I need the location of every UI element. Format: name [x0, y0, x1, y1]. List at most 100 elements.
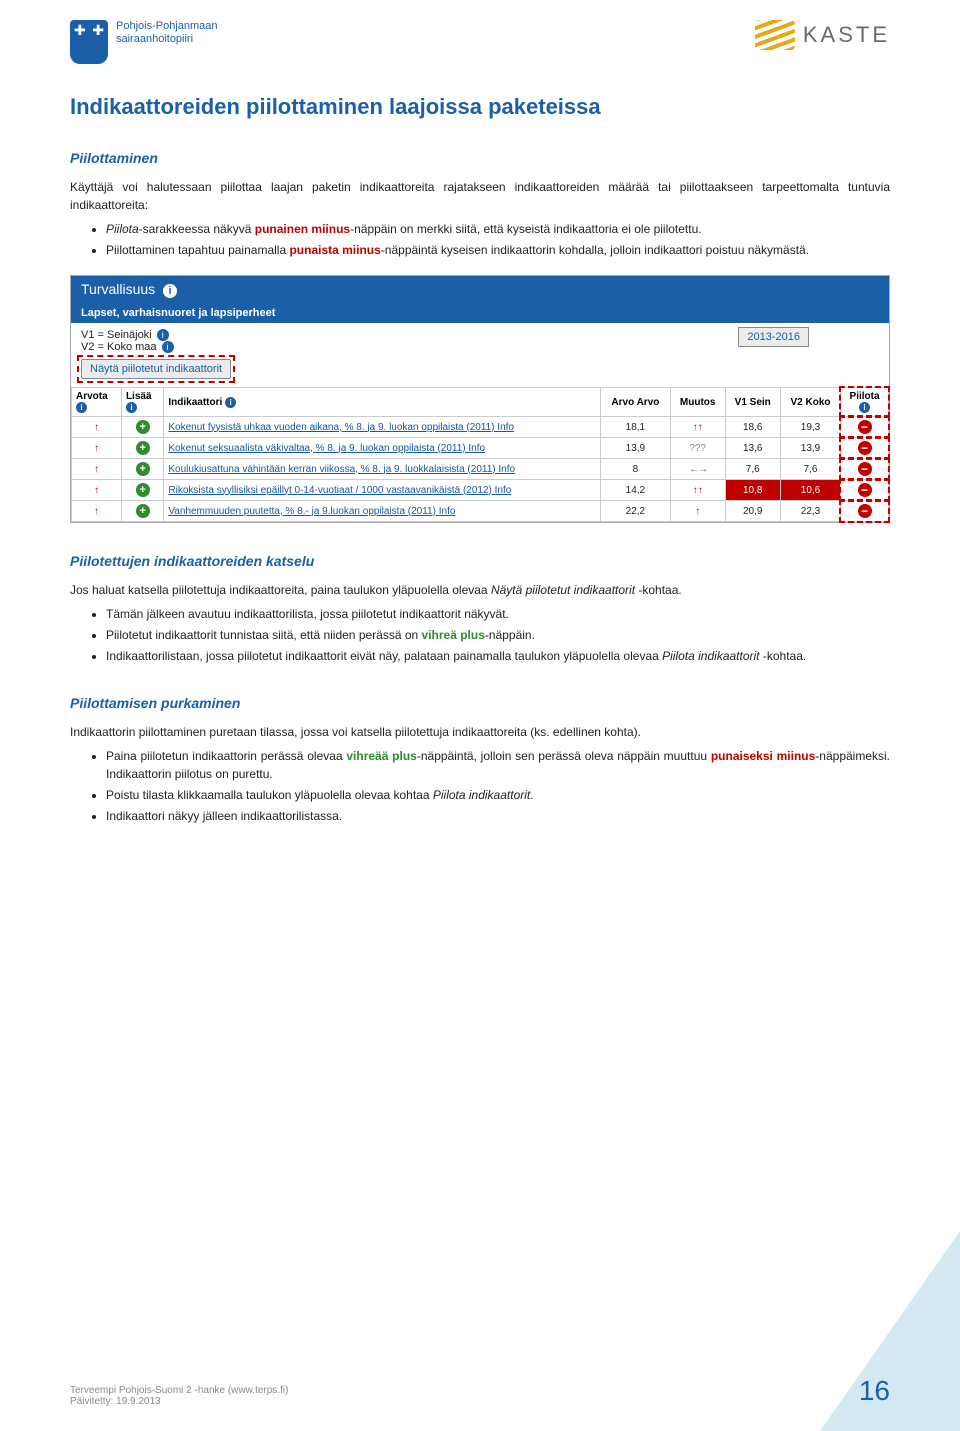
cell-arvo: 18,1	[600, 417, 670, 438]
cell-arvo: 22,2	[600, 501, 670, 522]
text: Jos haluat katsella piilotettuja indikaa…	[70, 583, 491, 597]
cell-piilota: −	[841, 459, 889, 480]
minus-icon[interactable]: −	[858, 420, 872, 434]
info-icon[interactable]: i	[163, 284, 177, 298]
logo-right: KASTE	[755, 20, 890, 50]
info-icon[interactable]: i	[225, 397, 236, 408]
cell-v1: 18,6	[725, 417, 780, 438]
col-muutos: Muutos	[670, 388, 725, 417]
list-item: Piilotetut indikaattorit tunnistaa siitä…	[106, 626, 890, 644]
cell-arvo: 14,2	[600, 480, 670, 501]
page-footer: Terveempi Pohjois-Suomi 2 -hanke (www.te…	[70, 1375, 890, 1407]
wave-icon	[755, 20, 795, 50]
section2-heading: Piilotettujen indikaattoreiden katselu	[70, 553, 890, 569]
text: vihreä plus	[422, 628, 485, 642]
shot-buttonrow: Näytä piilotetut indikaattorit	[71, 353, 889, 387]
plus-icon[interactable]: +	[136, 462, 150, 476]
arrow-up-icon[interactable]: ↑	[94, 422, 99, 433]
indicator-link[interactable]: Rikoksista syyllisiksi epäillyt 0-14-vuo…	[168, 485, 511, 496]
list-item: Indikaattorilistaan, jossa piilotetut in…	[106, 647, 890, 665]
plus-icon[interactable]: +	[136, 483, 150, 497]
cell-v2: 19,3	[780, 417, 840, 438]
arrow-up-icon[interactable]: ↑	[94, 443, 99, 454]
text: Näytä piilotetut indikaattorit	[491, 583, 635, 597]
footer-line2: Päivitetty: 19.9.2013	[70, 1396, 288, 1407]
cell-muutos: ↑	[670, 501, 725, 522]
minus-icon[interactable]: −	[858, 441, 872, 455]
cell-muutos: ← →	[670, 459, 725, 480]
cell-v1: 7,6	[725, 459, 780, 480]
cell-arvota: ↑	[72, 417, 122, 438]
org-line1: Pohjois-Pohjanmaan	[116, 20, 218, 33]
table-row: ↑ + Vanhemmuuden puutetta, % 8.- ja 9.luok…	[72, 501, 889, 522]
text: punaista miinus	[289, 243, 380, 257]
page-header: Pohjois-Pohjanmaan sairaanhoitopiiri KAS…	[70, 20, 890, 64]
cell-v2: 22,3	[780, 501, 840, 522]
col-v1: V1 Sein	[725, 388, 780, 417]
cell-v2: 10,6	[780, 480, 840, 501]
table-row: ↑ + Kokenut fyysistä uhkaa vuoden aikana, …	[72, 417, 889, 438]
section1-list: Piilota-sarakkeessa näkyvä punainen miin…	[70, 220, 890, 259]
cell-muutos: ↑↑	[670, 480, 725, 501]
org-line2: sairaanhoitopiiri	[116, 33, 218, 46]
shot-meta: V1 = Seinäjoki i V2 = Koko maa i 2013-20…	[71, 323, 889, 353]
text: Piilota	[106, 222, 139, 236]
cell-lisaa: +	[121, 480, 163, 501]
text: punaiseksi miinus	[711, 749, 815, 763]
cell-v1: 13,6	[725, 438, 780, 459]
info-icon[interactable]: i	[76, 402, 87, 413]
cell-arvota: ↑	[72, 501, 122, 522]
section3-intro: Indikaattorin piilottaminen puretaan til…	[70, 723, 890, 741]
col-indikaattori: Indikaattori i	[164, 388, 601, 417]
legend-v1: V1 = Seinäjoki	[81, 329, 152, 341]
text: .	[530, 788, 533, 802]
year-selector[interactable]: 2013-2016	[738, 327, 809, 347]
cell-piilota: −	[841, 480, 889, 501]
table-row: ↑ + Rikoksista syyllisiksi epäillyt 0-14-v…	[72, 480, 889, 501]
list-item: Piilota-sarakkeessa näkyvä punainen miin…	[106, 220, 890, 238]
col-arvo: Arvo Arvo	[600, 388, 670, 417]
arrow-up-icon[interactable]: ↑	[94, 464, 99, 475]
indicator-link[interactable]: Kokenut fyysistä uhkaa vuoden aikana, % …	[168, 422, 514, 433]
section2-intro: Jos haluat katsella piilotettuja indikaa…	[70, 581, 890, 599]
logo-right-text: KASTE	[803, 22, 890, 48]
shot-title: Turvallisuus	[81, 281, 155, 297]
shot-toolbar: Lapset, varhaisnuoret ja lapsiperheet	[71, 303, 889, 323]
plus-icon[interactable]: +	[136, 441, 150, 455]
col-v2: V2 Koko	[780, 388, 840, 417]
info-icon[interactable]: i	[157, 329, 169, 341]
cell-indikaattori: Kokenut seksuaalista väkivaltaa, % 8. ja…	[164, 438, 601, 459]
minus-icon[interactable]: −	[858, 483, 872, 497]
cell-v2: 7,6	[780, 459, 840, 480]
cell-piilota: −	[841, 501, 889, 522]
info-icon[interactable]: i	[162, 341, 174, 353]
indicator-link[interactable]: Kokenut seksuaalista väkivaltaa, % 8. ja…	[168, 443, 485, 454]
section3-heading: Piilottamisen purkaminen	[70, 695, 890, 711]
list-item: Paina piilotetun indikaattorin perässä o…	[106, 747, 890, 783]
page-number: 16	[859, 1375, 890, 1407]
text: -kohtaa.	[760, 649, 807, 663]
text: -kohtaa.	[635, 583, 682, 597]
logo-left-text: Pohjois-Pohjanmaan sairaanhoitopiiri	[116, 20, 218, 46]
text: -näppäintä, jolloin sen perässä oleva nä…	[417, 749, 711, 763]
minus-icon[interactable]: −	[858, 504, 872, 518]
legend-v2: V2 = Koko maa	[81, 341, 157, 353]
logo-left: Pohjois-Pohjanmaan sairaanhoitopiiri	[70, 20, 218, 64]
list-item: Indikaattori näkyy jälleen indikaattoril…	[106, 807, 890, 825]
text: punainen miinus	[255, 222, 350, 236]
text: vihreää plus	[346, 749, 416, 763]
info-icon[interactable]: i	[859, 402, 870, 413]
indicator-link[interactable]: Vanhemmuuden puutetta, % 8.- ja 9.luokan…	[168, 506, 455, 517]
cell-indikaattori: Rikoksista syyllisiksi epäillyt 0-14-vuo…	[164, 480, 601, 501]
show-hidden-button[interactable]: Näytä piilotetut indikaattorit	[81, 359, 231, 379]
plus-icon[interactable]: +	[136, 420, 150, 434]
arrow-up-icon[interactable]: ↑	[94, 506, 99, 517]
cell-lisaa: +	[121, 417, 163, 438]
minus-icon[interactable]: −	[858, 462, 872, 476]
indicator-link[interactable]: Koulukiusattuna vähintään kerran viikoss…	[168, 464, 515, 475]
plus-icon[interactable]: +	[136, 504, 150, 518]
cell-indikaattori: Vanhemmuuden puutetta, % 8.- ja 9.luokan…	[164, 501, 601, 522]
cell-arvota: ↑	[72, 480, 122, 501]
info-icon[interactable]: i	[126, 402, 137, 413]
arrow-up-icon[interactable]: ↑	[94, 485, 99, 496]
